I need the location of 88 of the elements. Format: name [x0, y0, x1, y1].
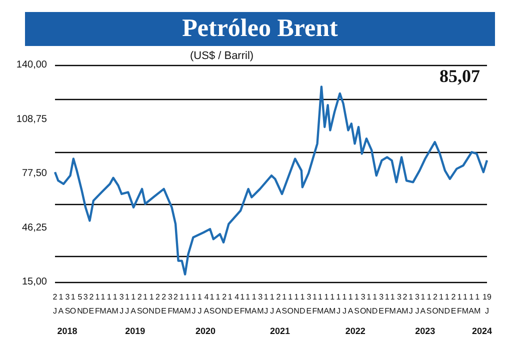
x-tick-label: 1 A	[179, 292, 186, 316]
x-tick-label: 2 E	[161, 292, 167, 316]
x-tick-label: 1 S	[209, 292, 215, 316]
x-tick-label: 1 M	[462, 292, 469, 316]
x-tick-label: 1 M	[474, 292, 481, 316]
x-tick-label: 2 M	[402, 292, 409, 316]
x-tick-label: 1 D	[227, 292, 234, 316]
y-tick-label: 108,75	[16, 114, 48, 125]
x-tick-label: 1 N	[148, 292, 155, 316]
x-tick-label: 2 S	[136, 292, 142, 316]
x-tick-label: 1 M	[329, 292, 336, 316]
x2-tick-label: 2020	[195, 326, 216, 336]
x-tick-label: 2 A	[276, 292, 282, 316]
x2-tick-label: 2018	[57, 326, 78, 336]
x-tick-label: 1 D	[372, 292, 378, 316]
x-tick-label: 2 E	[88, 292, 94, 316]
x-tick-label: 4 A	[204, 292, 210, 316]
x-tick-label: 1 D	[444, 292, 450, 316]
x-tick-label: 3 J	[119, 292, 124, 316]
x-tick-label: 1 M	[184, 292, 192, 316]
x-tick-label: 3 M	[257, 292, 264, 316]
x-tick-label: 2 E	[450, 292, 456, 316]
x-tick-label: 1 A	[348, 292, 354, 316]
x-tick-label: 1 A	[251, 292, 258, 316]
x-tick-label: 1 J	[198, 292, 202, 316]
x-tick-label: 3 E	[306, 292, 312, 316]
x-tick-label: 1 A	[106, 292, 112, 316]
x-tick-label: 1 J	[408, 292, 414, 316]
x-tick-label: 1 N	[438, 292, 444, 316]
x-tick-label: 1 A	[468, 292, 475, 316]
x-tick-label: 2 D	[154, 292, 161, 316]
x-tick-label: 1 J	[192, 292, 197, 316]
x-tick-label: 1 M	[112, 292, 119, 316]
x-tick-label: 1 O	[70, 292, 76, 316]
x2-tick-label: 2019	[125, 326, 146, 336]
x-tick-label: 2 O	[432, 292, 438, 316]
y-tick-label: 15,00	[22, 276, 48, 288]
x-tick-label: 3 D	[82, 292, 89, 316]
x-tick-label: 3 J	[414, 292, 420, 316]
x-tick-label: 1 J	[124, 292, 130, 316]
x-tick-label: 1 J	[264, 292, 269, 316]
x2-tick-label: 2024	[472, 326, 492, 336]
x-tick-label: 1 S	[354, 292, 360, 316]
x-tick-label: 19 J	[482, 292, 492, 316]
x-tick-label: 1 S	[282, 292, 288, 316]
x-tick-label: 3 F	[168, 292, 173, 316]
x-tick-label: 1 J	[342, 292, 348, 316]
x-tick-label: 1 O	[287, 292, 294, 316]
x-tick-label: 1 F	[456, 292, 462, 316]
x-tick-label: 1 D	[300, 292, 306, 316]
x-tick-label: 3 S	[64, 292, 70, 316]
x-tick-label: 3 O	[360, 292, 366, 316]
x2-tick-label: 2023	[415, 326, 436, 336]
x-tick-label: 1 N	[294, 292, 300, 316]
x-tick-label: 3 E	[378, 292, 384, 316]
x-tick-label: 2 N	[221, 292, 228, 316]
chart-subtitle: (US$ / Barril)	[190, 50, 254, 62]
x-tick-label: 1 F	[94, 292, 100, 316]
x-tick-label: 5 N	[77, 292, 84, 316]
x-tick-label: 1 M	[389, 292, 396, 316]
x-tick-label: 1 F	[384, 292, 390, 316]
x-tick-label: 1 J	[336, 292, 342, 316]
x-tick-label: 4 E	[234, 292, 240, 316]
x-tick-label: 1 A	[58, 292, 64, 316]
x-tick-label: 1 M	[244, 292, 252, 316]
chart-title: Petróleo Brent	[25, 12, 495, 46]
x-tick-label: 1 J	[270, 292, 275, 316]
x-tick-label: 1 M	[316, 292, 324, 316]
x-tick-label: 1 O	[214, 292, 222, 316]
y-tick-label: 140,00	[16, 60, 48, 70]
x2-tick-label: 2021	[270, 326, 290, 336]
x-tick-label: 1 A	[130, 292, 137, 316]
line-series	[54, 86, 488, 276]
x-tick-label: 1 N	[366, 292, 372, 316]
x-tick-label: 2 M	[172, 292, 180, 316]
x-tick-label: 3 A	[396, 292, 402, 316]
x-tick-label: 1 M	[100, 292, 107, 316]
x-tick-label: 1 A	[420, 292, 426, 316]
annotation: 85,07	[440, 66, 480, 87]
x-tick-label: 1 A	[324, 292, 330, 316]
x-tick-label: 1 F	[312, 292, 318, 316]
x-tick-label: 1 F	[240, 292, 246, 316]
y-tick-label: 77,50	[22, 168, 48, 179]
x2-tick-label: 2022	[345, 326, 366, 336]
x-tick-label: 1 S	[426, 292, 432, 316]
x-tick-label: 1 O	[142, 292, 149, 316]
x-tick-label: 2 J	[52, 292, 58, 316]
y-tick-label: 46,25	[22, 222, 48, 234]
